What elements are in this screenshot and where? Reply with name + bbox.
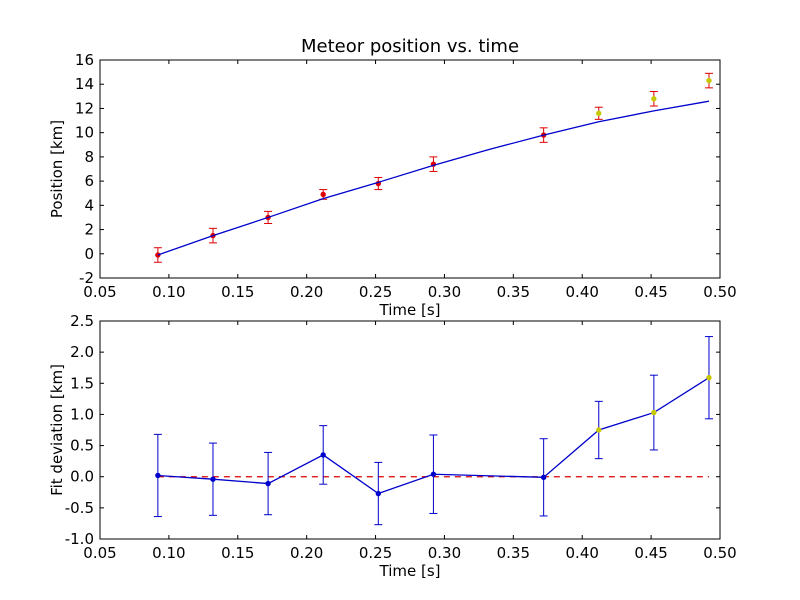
y-tick-label: 10 bbox=[75, 124, 94, 142]
data-point bbox=[320, 452, 326, 458]
data-point bbox=[596, 427, 602, 433]
y-tick-label: 4 bbox=[84, 196, 94, 214]
y-tick-label: 0 bbox=[84, 245, 94, 263]
x-tick-label: 0.45 bbox=[634, 544, 667, 562]
data-point bbox=[540, 474, 547, 481]
data-point bbox=[265, 480, 271, 487]
data-point bbox=[651, 96, 657, 102]
x-tick-label: 0.15 bbox=[221, 283, 254, 301]
x-tick-label: 0.10 bbox=[152, 544, 185, 562]
y-tick-label: -0.5 bbox=[65, 499, 94, 517]
x-tick-label: 0.20 bbox=[290, 283, 323, 301]
y-tick-label: 6 bbox=[84, 172, 94, 190]
x-tick-label: 0.25 bbox=[359, 283, 392, 301]
y-tick-label: 2.0 bbox=[70, 343, 94, 361]
data-point bbox=[706, 77, 712, 84]
data-point bbox=[706, 374, 712, 381]
y-tick-label: 14 bbox=[75, 75, 94, 93]
data-point bbox=[430, 471, 437, 477]
x-tick-label: 0.50 bbox=[703, 544, 736, 562]
y-tick-label: 0.5 bbox=[70, 437, 94, 455]
x-tick-label: 0.05 bbox=[83, 544, 116, 562]
y-tick-label: 2 bbox=[84, 221, 94, 239]
y-tick-label: 12 bbox=[75, 99, 94, 117]
y-axis-label: Fit deviation [km] bbox=[48, 364, 66, 496]
x-tick-label: 0.25 bbox=[359, 544, 392, 562]
data-point bbox=[210, 476, 216, 482]
data-point bbox=[375, 490, 382, 497]
axes-frame bbox=[99, 59, 721, 279]
data-point bbox=[320, 191, 326, 198]
y-tick-label: 16 bbox=[75, 51, 94, 69]
plot-area: 0.05 0.10 0.15 0.20 0.25 0.30 0.35 0.40 0.45 0.50… bbox=[75, 51, 737, 301]
y-axis-label: Position [km] bbox=[48, 120, 66, 218]
series-line bbox=[157, 377, 710, 495]
data-point bbox=[155, 472, 161, 479]
y-tick-label: 8 bbox=[84, 148, 94, 166]
y-tick-label: 2.5 bbox=[70, 312, 94, 330]
x-tick-label: 0.35 bbox=[497, 544, 530, 562]
x-tick-label: 0.20 bbox=[290, 544, 323, 562]
x-tick-label: 0.50 bbox=[703, 283, 736, 301]
x-tick-label: 0.05 bbox=[83, 283, 116, 301]
y-tick-label: -1.0 bbox=[65, 530, 94, 548]
x-tick-label: 0.40 bbox=[566, 283, 599, 301]
x-tick-label: 0.45 bbox=[634, 283, 667, 301]
y-tick-label: 0.0 bbox=[70, 468, 94, 486]
series-line bbox=[157, 100, 710, 256]
x-tick-label: 0.40 bbox=[566, 544, 599, 562]
y-tick-label: -2 bbox=[79, 269, 94, 287]
x-tick-label: 0.35 bbox=[497, 283, 530, 301]
data-point bbox=[596, 110, 602, 116]
y-tick-label: 1.5 bbox=[70, 374, 94, 392]
x-tick-label: 0.30 bbox=[428, 544, 461, 562]
x-axis-label: Time [s] bbox=[379, 562, 441, 580]
deviation-panel: Time [s] Fit deviation [km] 0.05 0.10 0.15… bbox=[48, 312, 737, 580]
y-tick-label: 1.0 bbox=[70, 405, 94, 423]
plot-area: 0.05 0.10 0.15 0.20 0.25 0.30 0.35 0.40 0.45 0.50… bbox=[65, 312, 737, 562]
chart-title: Meteor position vs. time bbox=[301, 36, 519, 57]
x-axis-label: Time [s] bbox=[379, 301, 441, 319]
x-tick-label: 0.30 bbox=[428, 283, 461, 301]
x-tick-label: 0.10 bbox=[152, 283, 185, 301]
data-point bbox=[651, 409, 657, 416]
axes-frame bbox=[99, 320, 721, 540]
x-tick-label: 0.15 bbox=[221, 544, 254, 562]
position-panel: Meteor position vs. time Time [s] Positi… bbox=[48, 36, 737, 319]
